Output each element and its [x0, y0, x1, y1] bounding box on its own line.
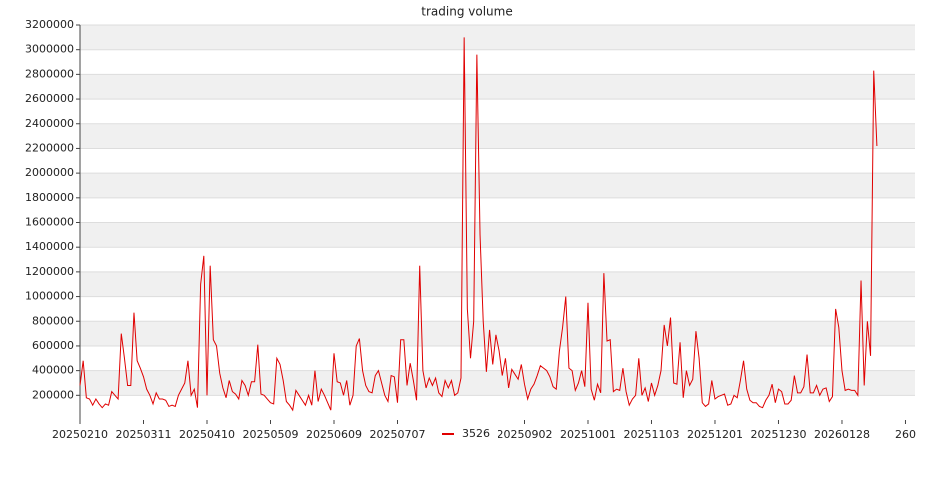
y-tick-label: 400000 — [32, 364, 74, 377]
legend-bg — [438, 426, 498, 442]
grid-band — [80, 74, 915, 100]
grid-band — [80, 25, 915, 50]
x-tick-label: 20250311 — [115, 428, 171, 441]
y-tick-label: 2400000 — [25, 117, 74, 130]
y-tick-label: 3000000 — [25, 43, 74, 56]
x-tick-label: 20250902 — [496, 428, 552, 441]
x-tick-label: 20251001 — [560, 428, 616, 441]
x-tick-label: 20250707 — [369, 428, 425, 441]
grid-band — [80, 173, 915, 198]
x-tick-label: 20250210 — [52, 428, 108, 441]
y-tick-label: 200000 — [32, 388, 74, 401]
y-tick-label: 1600000 — [25, 216, 74, 229]
y-tick-label: 2800000 — [25, 67, 74, 80]
x-tick-label: 20260128 — [814, 428, 870, 441]
y-tick-label: 2000000 — [25, 166, 74, 179]
y-tick-label: 600000 — [32, 339, 74, 352]
grid-band — [80, 222, 915, 248]
x-tick-label: 20251201 — [687, 428, 743, 441]
grid-band — [80, 123, 915, 149]
legend-label: 3526 — [462, 427, 490, 440]
x-tick-label: 20250609 — [306, 428, 362, 441]
chart-title: trading volume — [421, 5, 512, 19]
y-tick-label: 3200000 — [25, 18, 74, 31]
grid-band — [80, 271, 915, 297]
y-tick-label: 1200000 — [25, 265, 74, 278]
grid-band — [80, 370, 915, 396]
y-tick-label: 1800000 — [25, 191, 74, 204]
x-tick-label: 20251103 — [623, 428, 679, 441]
y-tick-label: 1400000 — [25, 240, 74, 253]
y-tick-label: 2200000 — [25, 141, 74, 154]
x-tick-label: 20250410 — [179, 428, 235, 441]
y-tick-label: 2600000 — [25, 92, 74, 105]
x-tick-label: 260 — [895, 428, 916, 441]
data-line — [79, 37, 878, 412]
x-tick-label: 20250509 — [242, 428, 298, 441]
y-tick-label: 1000000 — [25, 290, 74, 303]
x-tick-label: 20251230 — [750, 428, 806, 441]
y-tick-label: 800000 — [32, 314, 74, 327]
